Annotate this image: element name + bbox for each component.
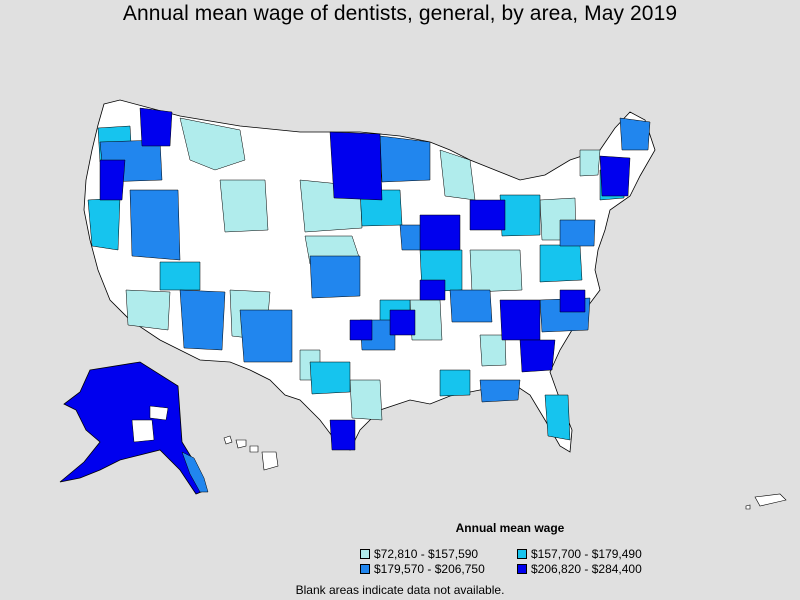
legend-label-band-2: $157,700 - $179,490 bbox=[531, 547, 642, 561]
alaska-white-area bbox=[131, 419, 155, 443]
legend-swatch-band-3 bbox=[360, 564, 370, 574]
legend-item-band-3: $179,570 - $206,750 bbox=[360, 562, 485, 576]
footnote: Blank areas indicate data not available. bbox=[295, 583, 505, 597]
legend-swatch-band-4 bbox=[517, 564, 527, 574]
legend-item-band-2: $157,700 - $179,490 bbox=[517, 547, 642, 561]
alaska-white-area-2 bbox=[149, 405, 169, 421]
map-title: Annual mean wage of dentists, general, b… bbox=[122, 2, 678, 25]
alaska-panhandle bbox=[181, 451, 209, 493]
hawaii-shape bbox=[223, 435, 279, 471]
legend-label-band-1: $72,810 - $157,590 bbox=[374, 547, 479, 561]
legend-title: Annual mean wage bbox=[455, 521, 565, 535]
legend-label-band-3: $179,570 - $206,750 bbox=[374, 562, 485, 576]
legend-item-band-1: $72,810 - $157,590 bbox=[360, 547, 478, 561]
legend-swatch-band-2 bbox=[517, 549, 527, 559]
wage-band-4-regions bbox=[99, 107, 631, 451]
legend-swatch-band-1 bbox=[360, 549, 370, 559]
legend-label-band-4: $206,820 - $284,400 bbox=[531, 562, 642, 576]
puerto-rico-shape bbox=[745, 493, 787, 510]
legend-item-band-4: $206,820 - $284,400 bbox=[517, 562, 642, 576]
